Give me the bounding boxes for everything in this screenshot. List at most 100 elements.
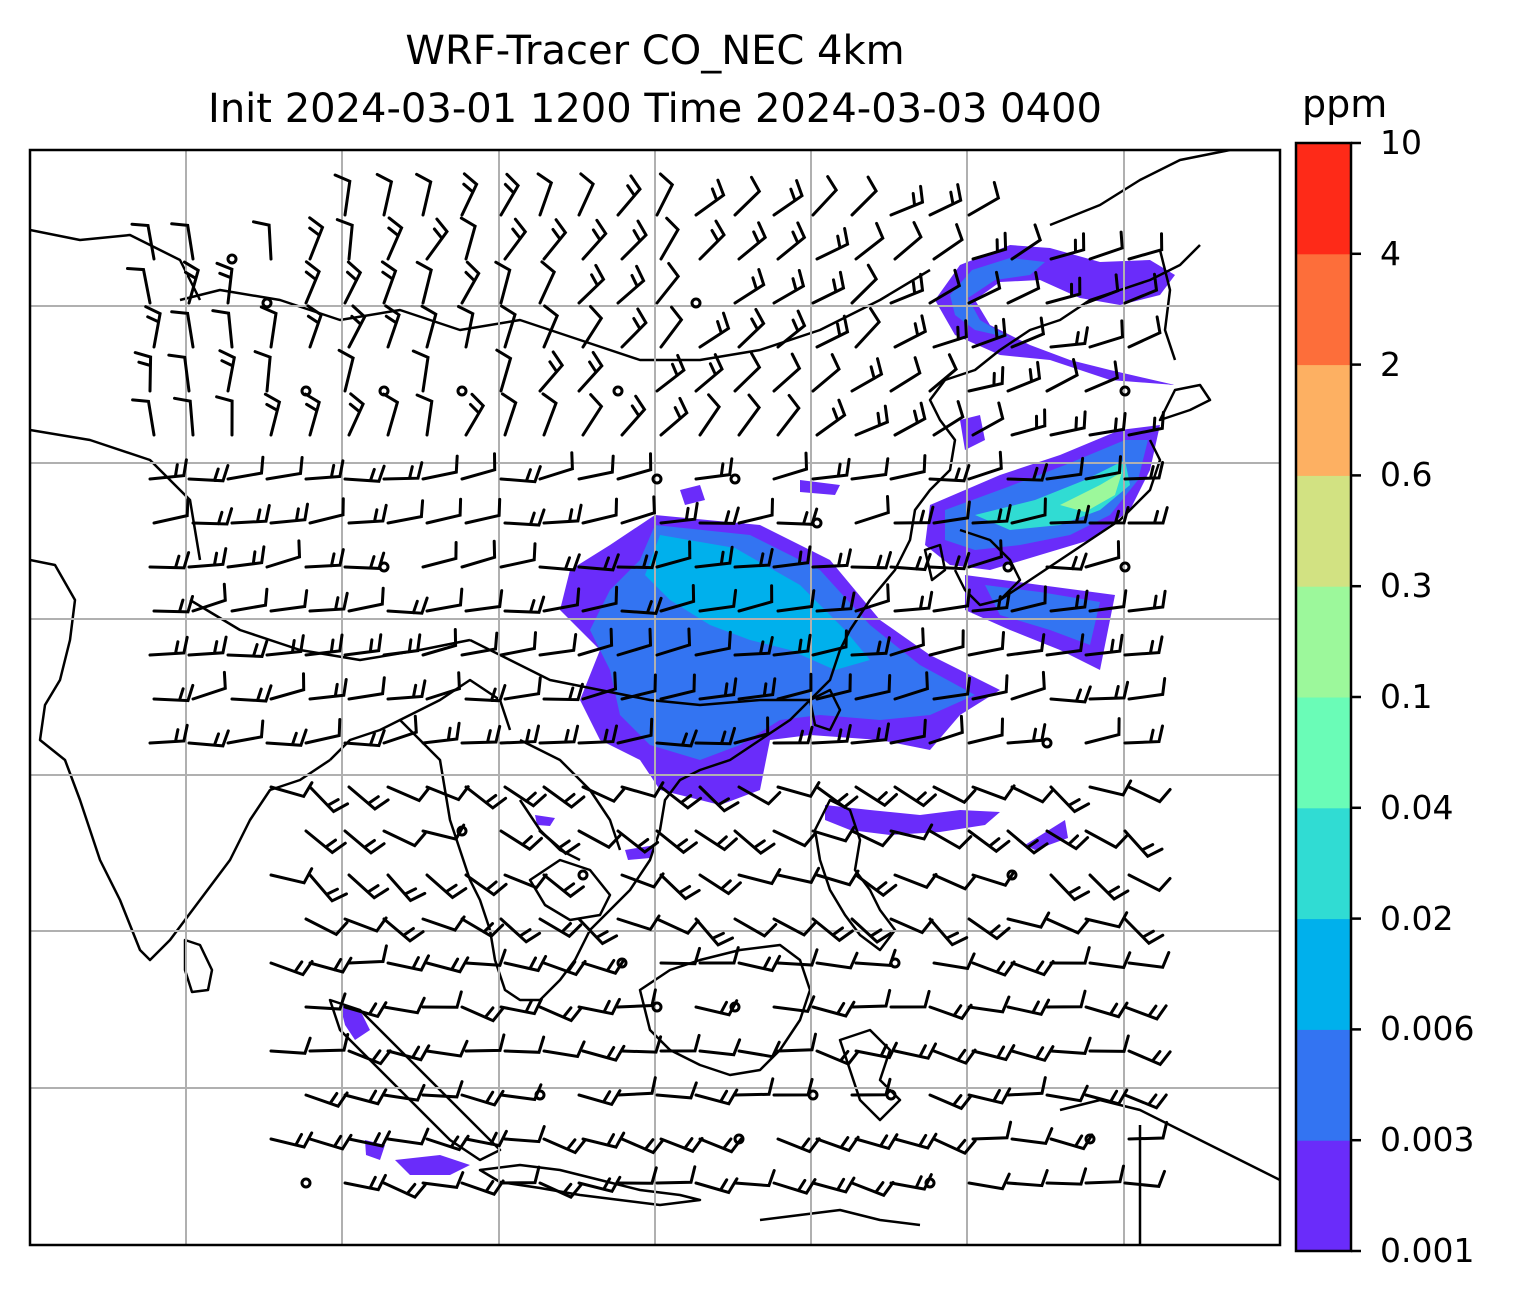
wind-barb <box>971 1120 1013 1141</box>
wind-barb <box>167 353 191 393</box>
wind-barb <box>425 1039 469 1058</box>
wind-barb <box>971 504 1012 525</box>
wind-barb <box>1127 873 1172 893</box>
co-plume-south-china-core <box>645 535 870 670</box>
colorbar-segment <box>1296 1140 1351 1252</box>
wind-barb <box>542 304 560 349</box>
wind-barb <box>1127 785 1172 804</box>
wind-barb <box>776 1137 821 1154</box>
wind-barb <box>733 548 774 569</box>
wind-barb <box>772 917 817 937</box>
wind-barb <box>263 392 282 437</box>
wind-barb <box>1088 412 1127 437</box>
wind-barb <box>421 1080 464 1099</box>
wind-barb <box>737 497 774 525</box>
calm-wind-marker <box>226 253 238 265</box>
wind-barb <box>464 1129 508 1148</box>
calm-wind-marker <box>690 297 702 309</box>
wind-barb <box>460 1179 505 1196</box>
wind-barb <box>304 992 347 1011</box>
wind-barb <box>306 304 323 349</box>
wind-barb <box>581 497 618 525</box>
wind-barb <box>1088 319 1125 349</box>
wind-barb <box>967 917 1011 941</box>
wind-barb <box>620 495 656 525</box>
wind-barb <box>698 1038 742 1057</box>
wind-barb <box>659 946 701 966</box>
wind-barb <box>131 398 156 437</box>
wind-barb <box>304 459 345 481</box>
wind-barb <box>811 825 856 843</box>
wind-barb <box>967 995 1011 1014</box>
wind-barb <box>421 628 458 657</box>
wind-barb <box>187 547 228 569</box>
wind-barb <box>694 545 734 569</box>
wind-barb <box>1006 998 1051 1017</box>
coast-lesser-sunda <box>759 1208 921 1227</box>
wind-barb <box>581 1131 626 1149</box>
wind-barb <box>425 671 461 701</box>
calm-wind-marker <box>889 957 901 969</box>
calm-wind-marker <box>261 297 273 309</box>
wind-barb <box>893 314 928 349</box>
wind-barb <box>308 1033 350 1053</box>
wind-barb <box>304 718 342 745</box>
wind-barb <box>737 221 768 261</box>
wind-barb <box>1010 670 1046 701</box>
wind-barb <box>343 916 388 933</box>
wind-barb <box>850 175 878 217</box>
wind-barb <box>421 915 466 932</box>
border-central-asia <box>30 228 202 301</box>
wind-barb <box>538 633 578 657</box>
calm-wind-marker <box>733 1133 745 1145</box>
colorbar-tick-label: 0.003 <box>1380 1120 1475 1160</box>
wind-barb <box>932 873 977 891</box>
wind-barb <box>269 672 306 701</box>
wind-barb <box>577 997 621 1016</box>
wind-barb <box>698 393 721 437</box>
wind-barb <box>616 1166 658 1185</box>
wind-barb <box>616 627 653 657</box>
calm-wind-marker <box>1002 561 1014 573</box>
wind-barb <box>464 873 508 897</box>
wind-barb <box>1127 589 1167 613</box>
wind-barb <box>967 829 1011 854</box>
wind-barb <box>815 951 859 970</box>
wind-barb <box>347 586 385 613</box>
wind-barb <box>1088 951 1132 970</box>
wind-barb <box>655 917 700 936</box>
co-plume-layer <box>340 245 1175 1175</box>
wind-barb <box>620 394 647 437</box>
wind-barb <box>967 1172 1011 1191</box>
wind-barb <box>425 873 468 900</box>
wind-barb <box>893 872 938 890</box>
wind-barb <box>1127 1049 1172 1067</box>
colorbar-segment <box>1296 586 1351 698</box>
wind-barb <box>893 1042 937 1060</box>
wind-barb <box>499 631 537 657</box>
border-himalaya <box>189 598 471 662</box>
wind-barb <box>269 960 314 977</box>
wind-barb <box>382 392 400 437</box>
wind-barb <box>425 587 464 613</box>
wind-barb <box>538 451 574 481</box>
wind-barb <box>226 455 265 481</box>
wind-barb <box>415 393 434 437</box>
wind-barb <box>811 629 848 657</box>
wind-barb <box>1084 633 1124 657</box>
wind-barb <box>343 829 386 855</box>
wind-barb <box>967 631 1005 657</box>
wind-barb <box>457 305 475 349</box>
wind-barb <box>170 310 195 349</box>
wind-barb <box>581 305 604 349</box>
wind-barb <box>1123 635 1164 657</box>
wind-barb <box>1127 951 1171 969</box>
wind-barb <box>420 304 438 349</box>
co-plume-korea-high <box>1060 472 1122 512</box>
wind-barb <box>499 172 520 217</box>
wind-barb <box>616 717 654 745</box>
wind-barb <box>347 1130 391 1148</box>
wind-barb <box>304 917 349 937</box>
wind-barb <box>889 356 922 393</box>
wind-barb <box>577 172 595 217</box>
